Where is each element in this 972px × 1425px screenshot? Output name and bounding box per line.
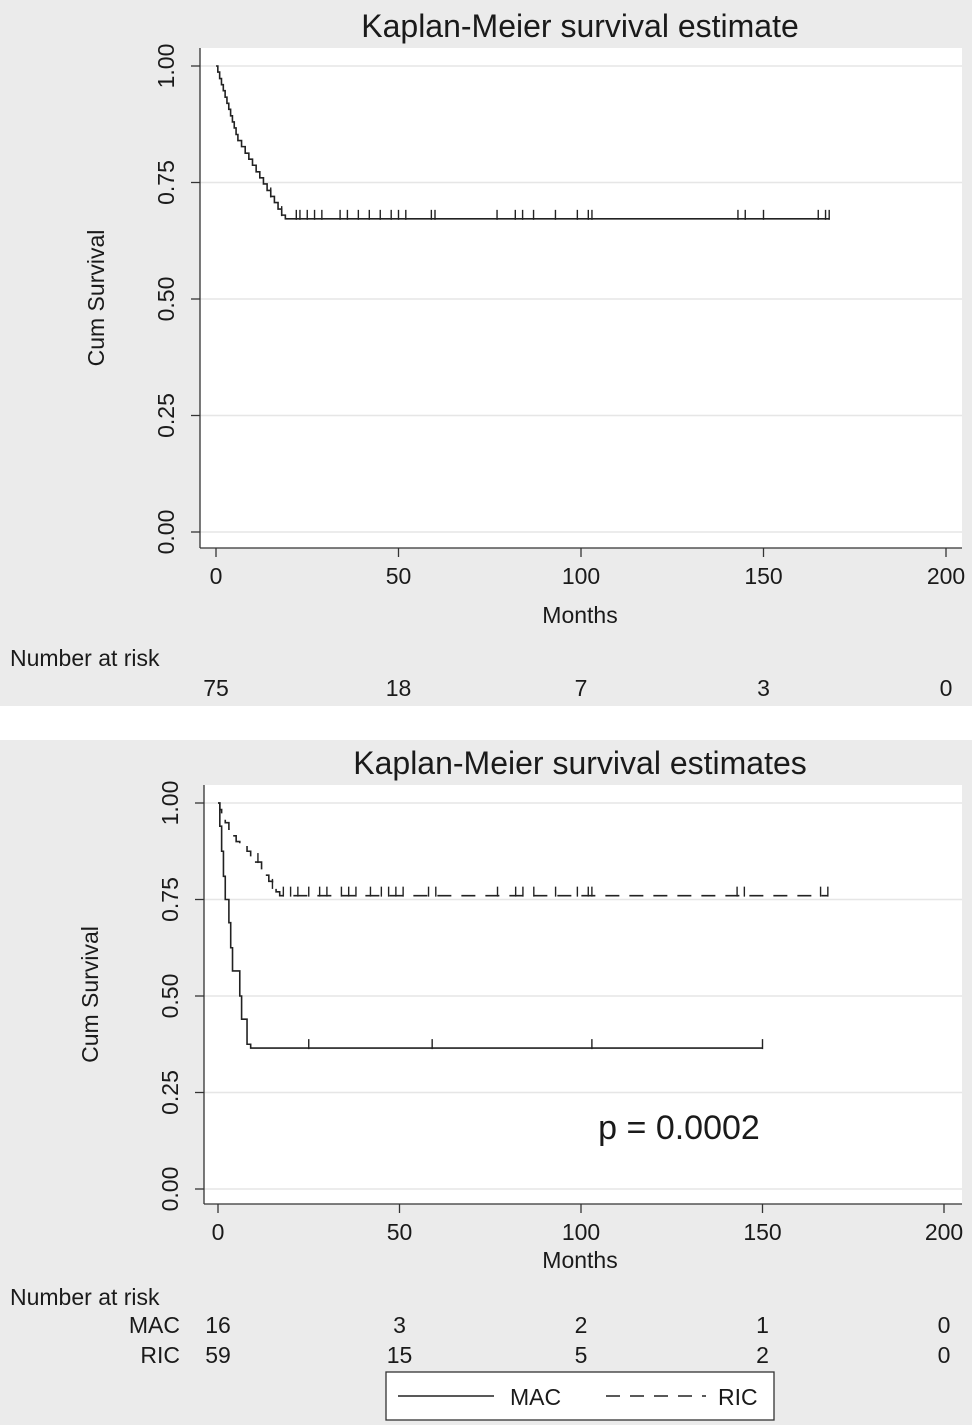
risk-value: 2 xyxy=(756,1342,769,1368)
x-tick-label: 50 xyxy=(387,1219,413,1245)
chart-title: Kaplan-Meier survival estimates xyxy=(353,745,807,781)
km-chart-overall: 0.00 0.25 0.50 0.75 1.00 0 50 100 150 200 Kaplan-M… xyxy=(10,8,965,701)
km-curve-overall xyxy=(216,65,830,220)
km-panel-overall: 0.00 0.25 0.50 0.75 1.00 0 50 100 150 200 Kaplan-M… xyxy=(0,0,972,706)
legend-mac-label: MAC xyxy=(510,1384,561,1410)
y-tick-label: 0.00 xyxy=(153,510,179,555)
x-tick-label: 50 xyxy=(386,563,412,589)
risk-value: 3 xyxy=(757,675,770,701)
risk-value: 7 xyxy=(575,675,588,701)
risk-row-label: RIC xyxy=(140,1342,180,1368)
y-tick-label: 0.25 xyxy=(153,393,179,438)
x-tick-label: 0 xyxy=(212,1219,225,1245)
km-chart-by-conditioning: 0.000.250.500.751.000 50 100 150 200Kaplan-M… xyxy=(10,745,963,1421)
km-panel-by-conditioning: 0.00 0.25 0.50 0.75 1.00 0 50 100 150 200 Kaplan-M… xyxy=(0,740,972,1425)
y-tick-label: 0.25 xyxy=(157,1070,183,1115)
risk-value: 2 xyxy=(575,1312,588,1338)
y-tick-label: 0.50 xyxy=(157,974,183,1019)
x-tick-label: 0 xyxy=(210,563,223,589)
y-tick-label: 0.75 xyxy=(153,160,179,205)
legend: MAC RIC xyxy=(385,1371,775,1421)
risk-row-label: MAC xyxy=(129,1312,180,1338)
y-tick-label: 0.75 xyxy=(157,877,183,922)
chart-title: Kaplan-Meier survival estimate xyxy=(361,8,799,44)
plot-area xyxy=(204,785,962,1204)
x-tick-label: 150 xyxy=(744,563,782,589)
legend-box xyxy=(385,1371,775,1421)
risk-value: 75 xyxy=(203,675,229,701)
x-tick-label: 100 xyxy=(562,563,600,589)
risk-value: 5 xyxy=(575,1342,588,1368)
y-tick-label: 1.00 xyxy=(153,44,179,89)
x-axis-label: Months xyxy=(542,602,617,628)
km-curve-mac xyxy=(218,802,763,1049)
km-curve-ric xyxy=(218,802,828,897)
y-axis-label: Cum Survival xyxy=(83,230,109,367)
y-tick-label: 0.50 xyxy=(153,277,179,322)
x-tick-label: 100 xyxy=(562,1219,600,1245)
x-tick-label: 150 xyxy=(743,1219,781,1245)
risk-value: 0 xyxy=(938,1312,951,1338)
x-axis-label: Months xyxy=(542,1247,617,1273)
plot-area xyxy=(200,48,962,548)
y-axis-label: Cum Survival xyxy=(77,926,103,1063)
risk-value: 0 xyxy=(940,675,953,701)
risk-value: 15 xyxy=(387,1342,413,1368)
risk-value: 18 xyxy=(386,675,412,701)
risk-value: 59 xyxy=(205,1342,231,1368)
x-tick-label: 200 xyxy=(925,1219,963,1245)
risk-value: 3 xyxy=(393,1312,406,1338)
y-tick-label: 1.00 xyxy=(157,781,183,826)
risk-value: 0 xyxy=(938,1342,951,1368)
risk-value: 16 xyxy=(205,1312,231,1338)
y-tick-label: 0.00 xyxy=(157,1167,183,1212)
risk-table-title: Number at risk xyxy=(10,1284,160,1310)
risk-value: 1 xyxy=(756,1312,769,1338)
legend-ric-label: RIC xyxy=(718,1384,758,1410)
risk-table-title: Number at risk xyxy=(10,645,160,671)
x-tick-label: 200 xyxy=(927,563,965,589)
p-value-annotation: p = 0.0002 xyxy=(598,1109,760,1147)
